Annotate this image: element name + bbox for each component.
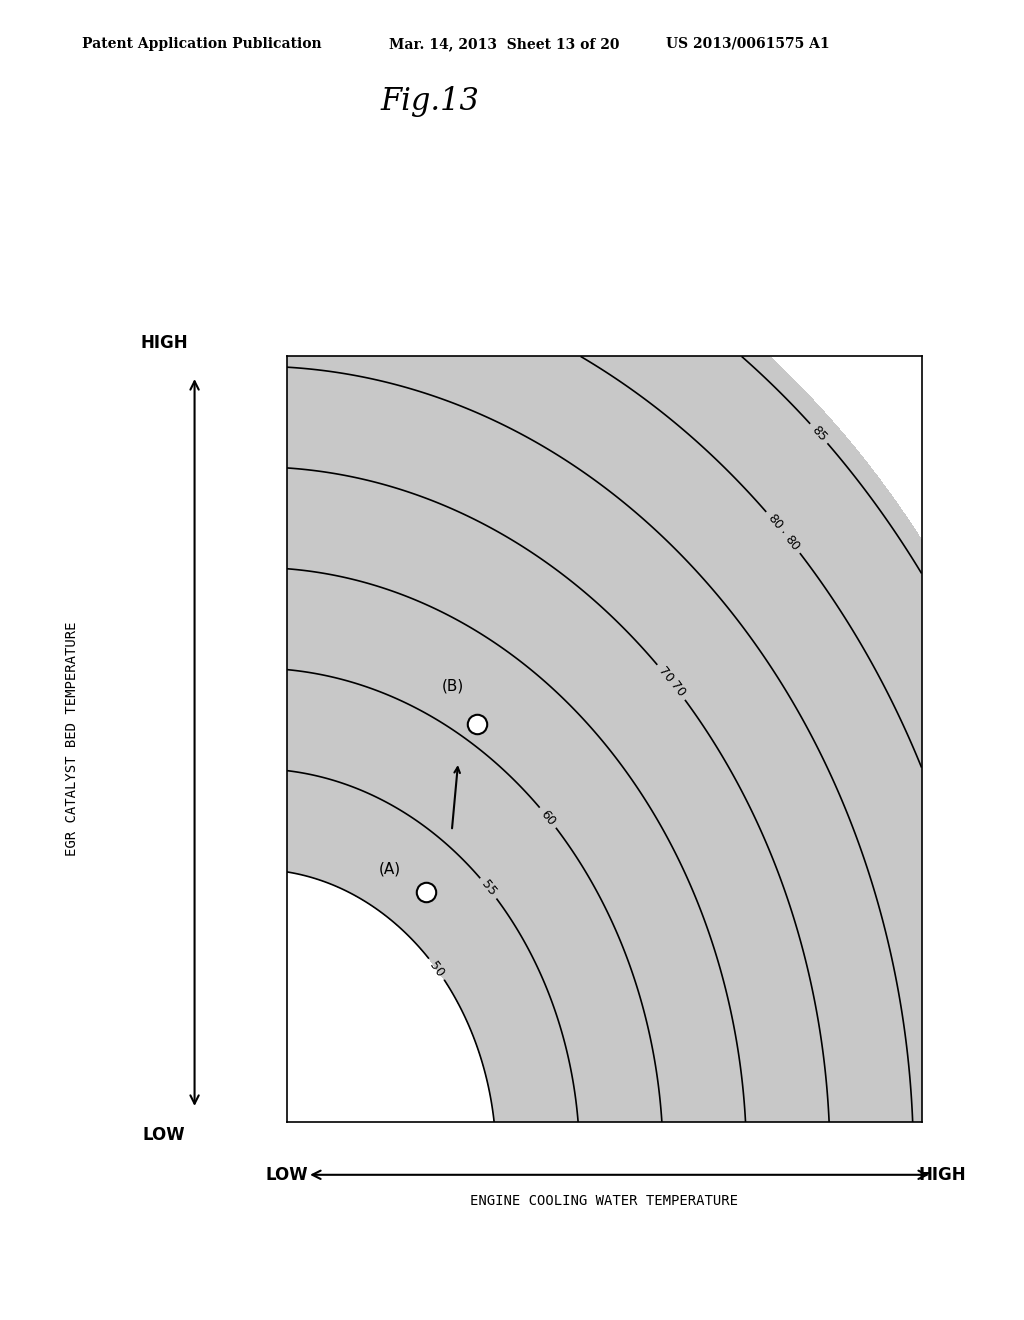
Text: LOW: LOW: [265, 1166, 308, 1184]
Text: 55: 55: [478, 878, 499, 899]
Text: Mar. 14, 2013  Sheet 13 of 20: Mar. 14, 2013 Sheet 13 of 20: [389, 37, 620, 51]
Text: (B): (B): [442, 678, 465, 693]
Text: 70: 70: [667, 680, 687, 700]
Text: US 2013/0061575 A1: US 2013/0061575 A1: [666, 37, 829, 51]
Text: 60: 60: [538, 808, 558, 828]
Text: (A): (A): [379, 862, 401, 876]
Text: 70: 70: [655, 664, 676, 685]
Text: LOW: LOW: [142, 1126, 185, 1144]
Text: Patent Application Publication: Patent Application Publication: [82, 37, 322, 51]
Text: 50: 50: [427, 958, 446, 979]
Text: HIGH: HIGH: [140, 334, 187, 352]
Text: HIGH: HIGH: [919, 1166, 966, 1184]
Text: ENGINE COOLING WATER TEMPERATURE: ENGINE COOLING WATER TEMPERATURE: [470, 1195, 738, 1208]
Text: 85: 85: [809, 424, 829, 444]
Text: 80: 80: [781, 532, 802, 553]
Text: EGR CATALYST BED TEMPERATURE: EGR CATALYST BED TEMPERATURE: [65, 622, 79, 857]
Text: Fig.13: Fig.13: [381, 86, 479, 116]
Text: 80: 80: [765, 512, 784, 532]
